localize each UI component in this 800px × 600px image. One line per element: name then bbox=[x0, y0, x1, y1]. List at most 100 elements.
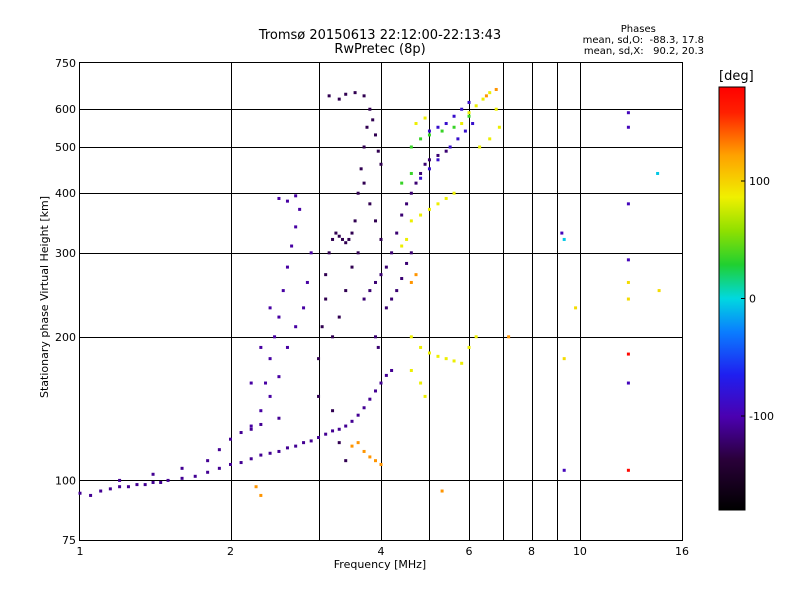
data-point bbox=[562, 237, 566, 241]
data-point bbox=[285, 345, 289, 349]
y-tick-label: 200 bbox=[55, 331, 76, 344]
data-point bbox=[409, 145, 413, 149]
data-point bbox=[444, 149, 448, 153]
data-point bbox=[356, 441, 360, 445]
data-point bbox=[151, 480, 155, 484]
data-point bbox=[277, 449, 281, 453]
data-point bbox=[356, 251, 360, 255]
data-point bbox=[217, 466, 221, 470]
data-point bbox=[294, 444, 298, 448]
data-point bbox=[405, 237, 409, 241]
x-axis-label: Frequency [MHz] bbox=[333, 558, 427, 571]
y-tick-labels: 75 100 200 300 400 500 600 750 bbox=[55, 57, 76, 547]
data-point bbox=[344, 459, 348, 463]
data-point bbox=[414, 273, 418, 277]
data-point bbox=[560, 231, 564, 235]
data-point bbox=[356, 413, 360, 417]
data-point bbox=[419, 176, 423, 180]
data-point bbox=[254, 485, 258, 489]
data-point bbox=[309, 251, 313, 255]
data-point bbox=[317, 436, 321, 440]
colorbar-tick-label: 100 bbox=[749, 175, 770, 188]
data-point bbox=[379, 462, 383, 466]
data-point bbox=[409, 335, 413, 339]
data-point bbox=[467, 100, 471, 104]
data-point bbox=[324, 273, 328, 277]
data-point bbox=[259, 453, 263, 457]
data-point bbox=[626, 468, 630, 472]
data-point bbox=[507, 335, 511, 339]
data-point bbox=[467, 114, 471, 118]
data-point bbox=[337, 441, 341, 445]
data-point bbox=[99, 489, 103, 493]
data-point bbox=[400, 277, 404, 281]
data-point bbox=[277, 375, 281, 379]
data-point bbox=[440, 489, 444, 493]
data-point bbox=[374, 389, 378, 393]
data-point bbox=[268, 357, 272, 361]
data-point bbox=[427, 133, 431, 137]
data-point bbox=[574, 306, 578, 310]
data-point bbox=[324, 432, 328, 436]
data-point bbox=[562, 468, 566, 472]
data-point bbox=[436, 158, 440, 162]
data-point bbox=[337, 234, 341, 238]
data-point bbox=[294, 325, 298, 329]
data-point bbox=[229, 437, 232, 441]
data-point bbox=[419, 345, 423, 349]
data-point bbox=[229, 462, 232, 466]
x-tick-label: 8 bbox=[528, 545, 535, 558]
data-point bbox=[460, 361, 464, 365]
data-point bbox=[78, 491, 82, 495]
data-point bbox=[368, 397, 372, 401]
data-point bbox=[474, 104, 478, 108]
data-point bbox=[259, 345, 263, 349]
data-point bbox=[409, 368, 413, 372]
data-point bbox=[327, 251, 331, 255]
data-point bbox=[488, 91, 492, 95]
data-point bbox=[374, 335, 378, 339]
data-point bbox=[273, 335, 277, 339]
data-point bbox=[419, 137, 423, 141]
data-point bbox=[436, 125, 440, 129]
colorbar-tick-label: -100 bbox=[749, 410, 774, 423]
data-point bbox=[239, 461, 243, 465]
data-point bbox=[337, 97, 341, 101]
data-point bbox=[180, 466, 184, 470]
data-point bbox=[285, 199, 289, 203]
colorbar-tick-label: 0 bbox=[749, 293, 756, 306]
data-point bbox=[126, 485, 130, 489]
data-point bbox=[259, 422, 263, 426]
data-point bbox=[259, 409, 263, 413]
data-point bbox=[626, 381, 630, 385]
data-point bbox=[118, 485, 122, 489]
data-point bbox=[305, 280, 309, 284]
data-point bbox=[409, 219, 413, 223]
colorbar-ticks: 100 0 -100 bbox=[741, 175, 774, 423]
data-point bbox=[206, 470, 210, 474]
data-point bbox=[359, 167, 363, 171]
data-point bbox=[656, 171, 660, 175]
data-point bbox=[331, 409, 335, 413]
data-point bbox=[390, 251, 394, 255]
data-point bbox=[249, 457, 253, 461]
data-point bbox=[344, 241, 348, 245]
data-point bbox=[350, 265, 354, 269]
y-tick-label: 400 bbox=[55, 187, 76, 200]
data-point bbox=[419, 171, 423, 175]
data-point bbox=[317, 357, 321, 361]
data-point bbox=[143, 483, 147, 487]
data-point bbox=[452, 114, 456, 118]
data-point bbox=[444, 196, 448, 200]
data-point bbox=[456, 137, 460, 141]
data-point bbox=[379, 381, 383, 385]
data-point bbox=[277, 315, 281, 319]
data-point bbox=[259, 493, 263, 497]
data-point bbox=[298, 207, 302, 211]
data-point bbox=[281, 289, 285, 293]
data-point bbox=[344, 92, 348, 96]
x-tick-label: 4 bbox=[378, 545, 385, 558]
data-point bbox=[460, 122, 464, 126]
data-point bbox=[347, 237, 351, 241]
